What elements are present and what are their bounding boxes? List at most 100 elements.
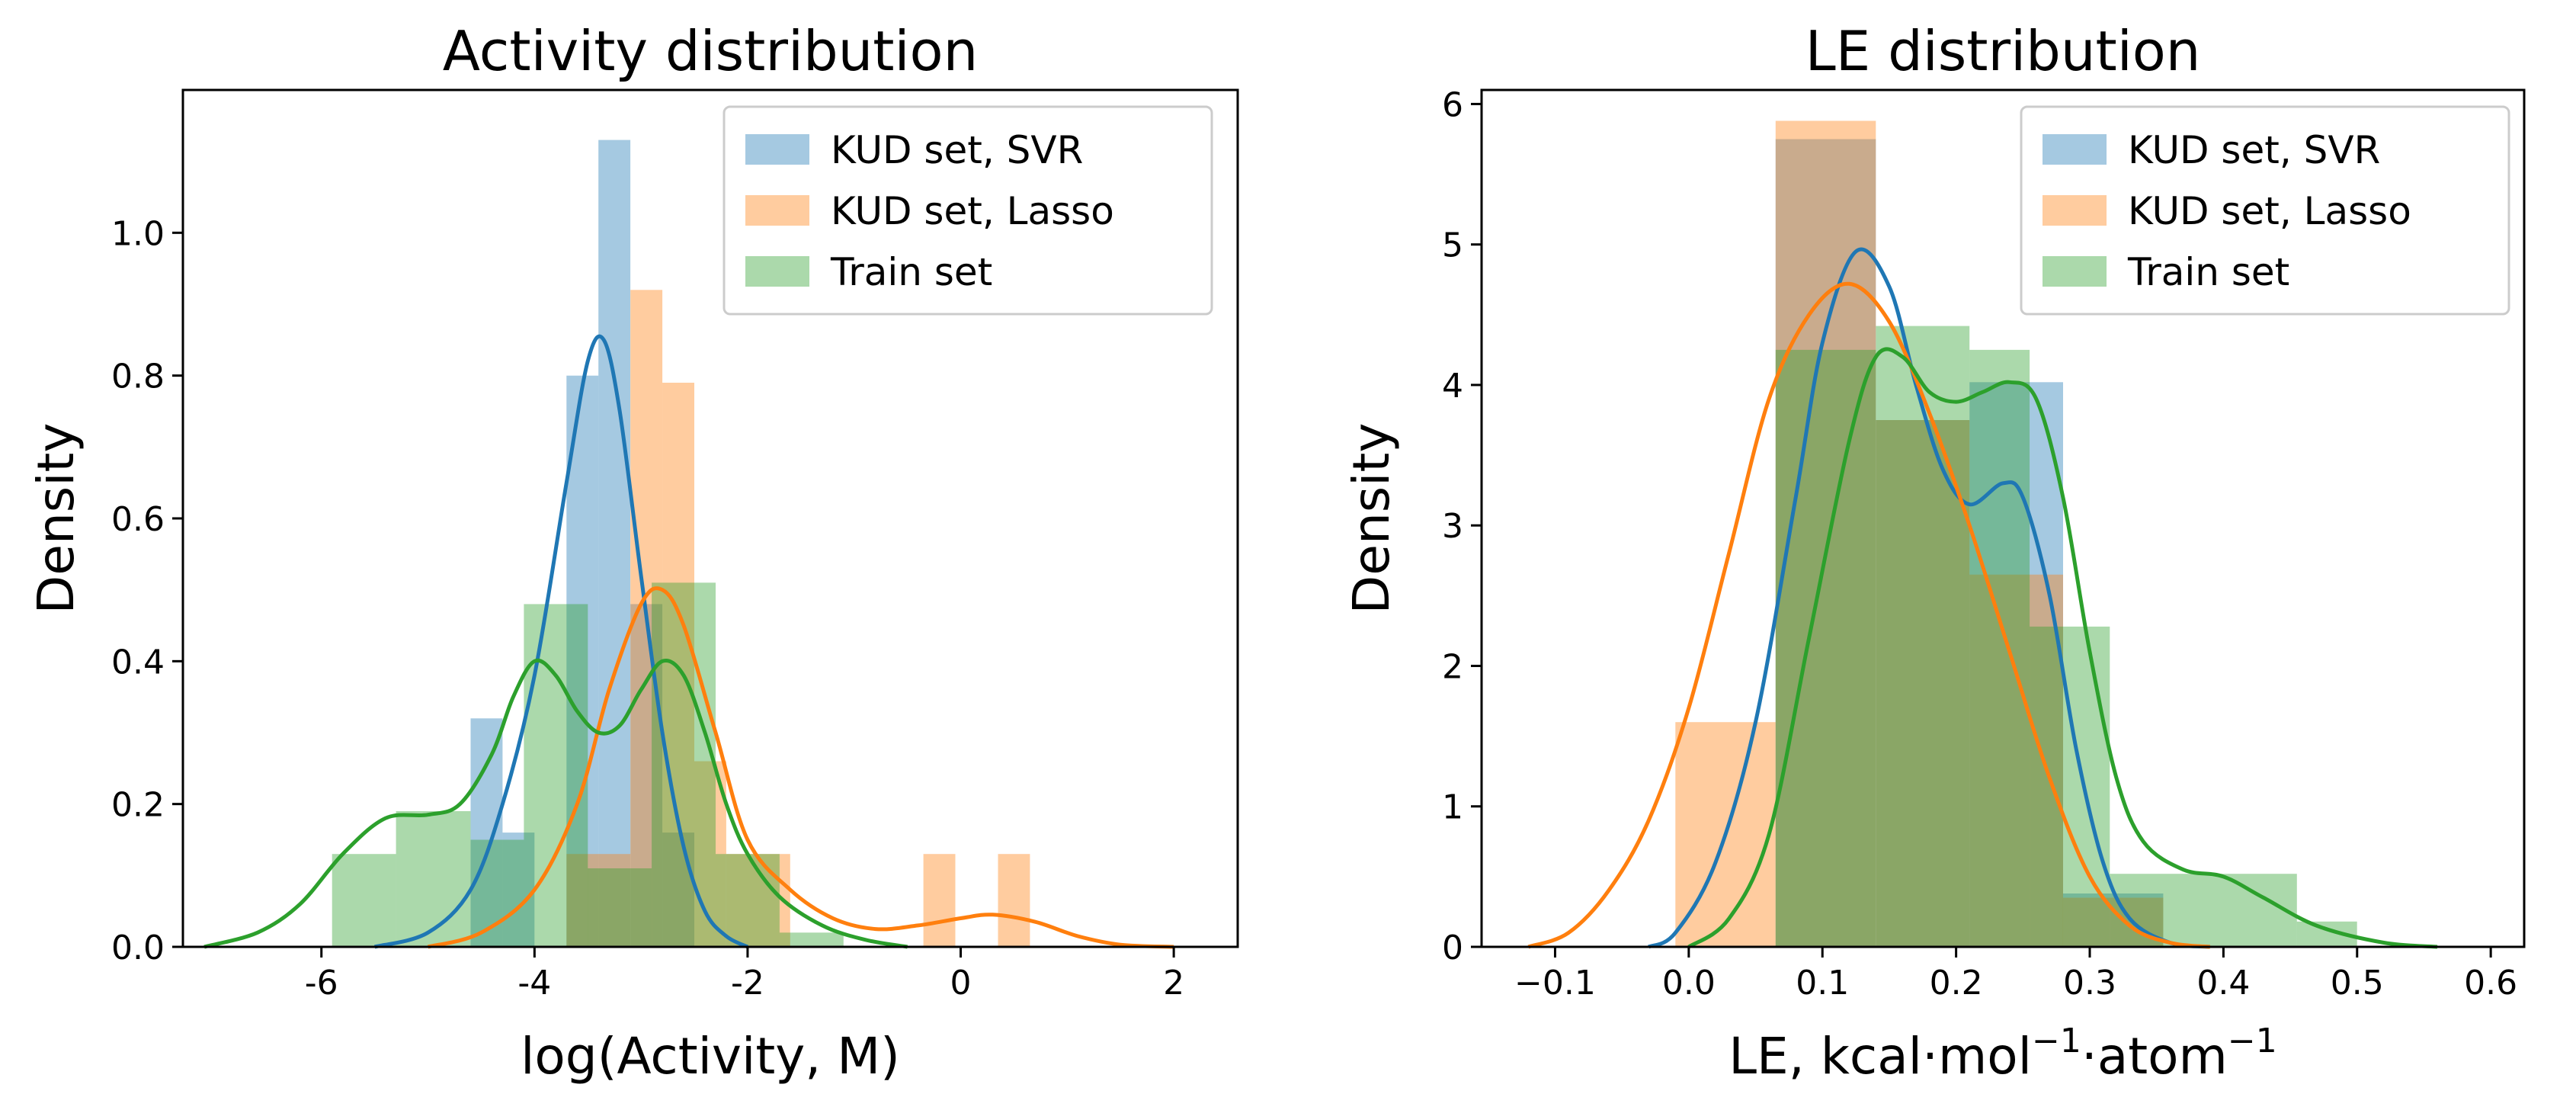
le-x-tick-label-1: 0.0 (1662, 964, 1716, 1003)
le-x-tick-label-7: 0.6 (2464, 964, 2517, 1003)
activity-y-tick-label-5: 1.0 (111, 214, 165, 253)
le-bar-kud-set-svr-3 (2062, 893, 2164, 947)
activity-bar-kud-set-svr-1 (502, 832, 535, 947)
le-plot-frame (1480, 88, 2526, 948)
le-kde-kud-set-svr (1648, 247, 2211, 949)
activity-legend-label-svr: KUD set, SVR (831, 128, 1083, 172)
le-legend-swatch-svr (2043, 134, 2107, 165)
le-y-tick-label-6: 6 (1442, 85, 1463, 124)
activity-legend-label-train: Train set (830, 250, 992, 294)
activity-bar-kud-set-svr-3 (566, 375, 599, 947)
activity-y-tick-label-2: 0.4 (111, 643, 165, 682)
activity-bar-kud-set-lasso-6 (923, 854, 956, 947)
le-y-tick-label-5: 5 (1442, 226, 1463, 265)
le-xlabel-sup1: −1 (2032, 1022, 2081, 1060)
activity-y-tick-label-1: 0.2 (111, 786, 165, 825)
activity-bar-kud-set-lasso-2 (662, 383, 694, 947)
activity-kde-curves (203, 334, 1174, 949)
le-kde-train-set (1687, 347, 2438, 949)
le-bar-kud-set-svr-2 (1969, 382, 2063, 947)
le-kde-curves (1527, 247, 2438, 949)
le-bar-train-set-5 (2177, 874, 2297, 947)
le-y-tick-label-0: 0 (1442, 929, 1463, 967)
activity-legend-swatch-lasso (745, 195, 809, 226)
le-chart-title: LE distribution (1805, 19, 2201, 83)
le-kde-kud-set-lasso (1527, 281, 2211, 949)
le-bar-train-set-0 (1775, 349, 1876, 947)
activity-bar-kud-set-svr-5 (630, 604, 663, 947)
le-xlabel-mid: ·atom (2081, 1027, 2228, 1086)
activity-chart-title: Activity distribution (443, 19, 978, 83)
le-y-axis: 0 1 2 3 4 5 6 (1442, 85, 1482, 967)
activity-bar-train-set-7 (779, 932, 844, 947)
activity-legend-label-lasso: KUD set, Lasso (831, 189, 1114, 233)
activity-bar-train-set-5 (652, 582, 716, 947)
activity-x-tick-label-2: -2 (731, 964, 764, 1003)
le-bar-kud-set-lasso-1 (1775, 120, 1876, 947)
activity-kde-kud-set-svr (373, 334, 749, 949)
activity-panel: Activity distribution -6 -4 -2 0 2 0.0 0.2 0.4… (27, 19, 1239, 1086)
activity-bar-kud-set-svr-4 (598, 140, 631, 948)
le-y-tick-label-4: 4 (1442, 367, 1463, 406)
le-legend-label-lasso: KUD set, Lasso (2128, 189, 2411, 233)
activity-legend-swatch-train (745, 256, 809, 287)
activity-x-tick-label-3: 0 (950, 964, 972, 1003)
le-legend-label-train: Train set (2127, 250, 2289, 294)
le-xlabel-main: LE, kcal·mol (1729, 1027, 2032, 1086)
le-y-axis-label: Density (1342, 423, 1401, 614)
le-x-tick-label-0: −0.1 (1514, 964, 1596, 1003)
activity-bar-train-set-1 (396, 811, 471, 947)
activity-x-axis: -6 -4 -2 0 2 (305, 947, 1184, 1003)
activity-bar-train-set-0 (332, 854, 396, 947)
le-x-tick-label-4: 0.3 (2063, 964, 2116, 1003)
le-legend-swatch-lasso (2043, 195, 2107, 226)
le-y-tick-label-1: 1 (1442, 788, 1463, 827)
activity-bar-train-set-4 (588, 868, 652, 947)
activity-bar-kud-set-lasso-0 (566, 854, 631, 947)
le-legend: KUD set, SVR KUD set, Lasso Train set (2020, 105, 2510, 316)
le-x-tick-label-6: 0.5 (2331, 964, 2384, 1003)
activity-bar-kud-set-svr-0 (470, 718, 503, 947)
activity-y-tick-label-4: 0.8 (111, 358, 165, 396)
activity-bar-kud-set-lasso-7 (998, 854, 1030, 947)
le-legend-label-svr: KUD set, SVR (2128, 128, 2380, 172)
activity-x-tick-label-0: -6 (305, 964, 338, 1003)
le-x-tick-label-3: 0.2 (1930, 964, 1983, 1003)
activity-histogram (332, 140, 1030, 948)
activity-x-axis-label: log(Activity, M) (521, 1027, 900, 1086)
activity-y-axis-label: Density (27, 423, 85, 614)
activity-kde-train-set (203, 658, 908, 949)
le-bar-train-set-2 (1969, 349, 2030, 947)
activity-legend-swatch-svr (745, 134, 809, 165)
activity-bar-train-set-3 (524, 604, 588, 947)
activity-legend-box (722, 105, 1213, 316)
le-y-tick-label-3: 3 (1442, 507, 1463, 546)
activity-y-tick-label-0: 0.0 (111, 929, 165, 967)
le-legend-swatch-train (2043, 256, 2107, 287)
activity-plot-frame (181, 88, 1239, 948)
le-bar-kud-set-lasso-3 (1969, 574, 2063, 947)
le-bar-kud-set-lasso-4 (2062, 897, 2164, 947)
le-bar-train-set-3 (2030, 626, 2110, 947)
activity-kde-kud-set-lasso (427, 586, 1174, 949)
activity-bar-train-set-2 (470, 839, 524, 947)
le-histogram (1675, 120, 2357, 948)
activity-x-tick-label-1: -4 (517, 964, 551, 1003)
le-bar-kud-set-svr-0 (1775, 139, 1876, 947)
le-bar-kud-set-lasso-2 (1876, 420, 1970, 947)
activity-x-tick-label-4: 2 (1163, 964, 1184, 1003)
le-x-tick-label-2: 0.1 (1796, 964, 1849, 1003)
activity-y-axis: 0.0 0.2 0.4 0.6 0.8 1.0 (111, 214, 183, 967)
activity-y-tick-label-3: 0.6 (111, 500, 165, 539)
le-panel: LE distribution −0.1 0.0 0.1 0.2 0.3 0.4 0.5 0.… (1342, 19, 2526, 1086)
le-bar-kud-set-svr-1 (1876, 420, 1970, 947)
activity-bar-kud-set-svr-6 (662, 832, 694, 947)
activity-bar-kud-set-lasso-4 (726, 854, 758, 947)
le-legend-box (2020, 105, 2510, 316)
le-xlabel-sup2: −1 (2228, 1022, 2277, 1060)
le-y-tick-label-2: 2 (1442, 647, 1463, 686)
activity-legend: KUD set, SVR KUD set, Lasso Train set (722, 105, 1213, 316)
le-x-tick-label-5: 0.4 (2196, 964, 2250, 1003)
